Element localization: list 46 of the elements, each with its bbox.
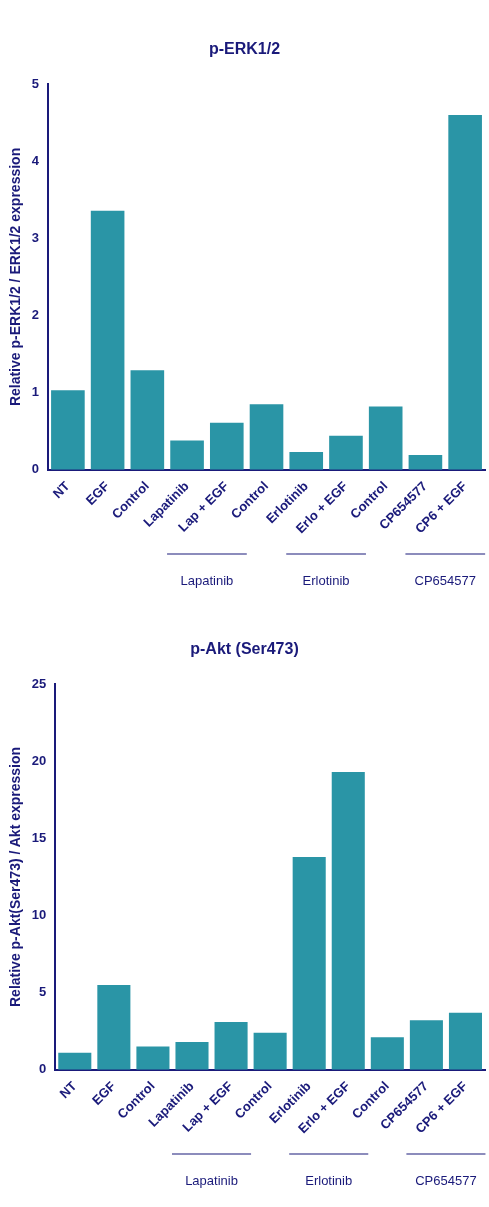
y-tick-label: 3 [31, 229, 40, 245]
bar [329, 435, 363, 470]
text: CP654577 [414, 572, 476, 588]
bar [292, 856, 326, 1070]
y-tick-label: 4 [31, 152, 40, 168]
bar [214, 1021, 248, 1070]
x-tick-label: NT [49, 478, 73, 502]
y-tick-label: 1 [31, 384, 40, 400]
bar [58, 1052, 92, 1070]
bar [409, 1020, 443, 1070]
bar [253, 1032, 287, 1070]
chart-title: p-Akt (Ser473) [190, 640, 299, 658]
bar [331, 772, 365, 1070]
y-tick-label: 0 [31, 461, 40, 477]
bar [175, 1041, 209, 1070]
bar [448, 115, 482, 470]
bar [51, 390, 85, 470]
bar [408, 455, 443, 470]
bar [448, 1012, 482, 1070]
y-tick-label: 15 [31, 829, 47, 845]
bar [289, 451, 324, 470]
y-tick-label: 25 [31, 675, 47, 691]
y-tick-label: 2 [31, 307, 40, 323]
y-axis-title: Relative p-ERK1/2 / ERK1/2 expression [7, 147, 24, 407]
bar [170, 440, 204, 470]
text: Erlotinib [302, 572, 350, 588]
y-tick-label: 10 [31, 907, 47, 923]
bar [370, 1037, 404, 1070]
bar [249, 404, 284, 470]
y-tick-label: 5 [31, 75, 40, 91]
text: Lapatinib [185, 1172, 238, 1188]
x-tick-label: NT [56, 1078, 80, 1102]
text: CP654577 [415, 1172, 477, 1188]
bar [368, 406, 403, 470]
bar [130, 370, 165, 470]
bar [97, 984, 131, 1070]
y-axis-title: Relative p-Akt(Ser473) / Akt expression [7, 746, 24, 1008]
chart-title: p-ERK1/2 [208, 40, 281, 58]
y-tick-label: 0 [39, 1061, 47, 1077]
y-tick-label: 5 [39, 984, 47, 1000]
bar [90, 210, 125, 470]
text: Lapatinib [180, 572, 234, 588]
bar [136, 1046, 170, 1070]
text: Erlotinib [305, 1172, 353, 1188]
y-tick-label: 20 [31, 752, 47, 768]
bar [209, 422, 244, 470]
